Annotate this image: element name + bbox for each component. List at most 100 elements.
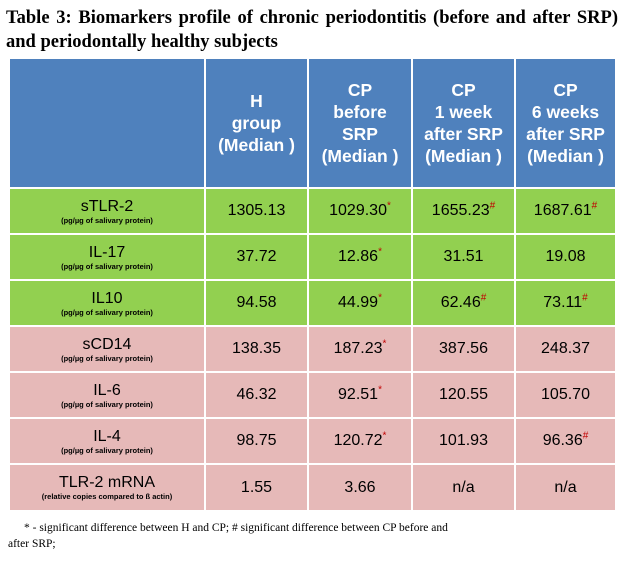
cell-value: 138.35	[232, 340, 281, 357]
value-cp-6weeks: 1687.61#	[514, 187, 617, 235]
value-cp-1week: 1655.23#	[411, 187, 516, 235]
significance-mark: *	[378, 292, 382, 304]
cell-value: (pg/µg of salivary protein)	[61, 399, 153, 409]
cell-value: 120.55	[439, 386, 488, 403]
cell-value: 73.11	[543, 294, 583, 311]
cell-value: (Median )	[527, 146, 604, 166]
cell-value: (pg/µg of salivary protein)	[61, 445, 153, 455]
value-cp-before: 1029.30*	[307, 187, 413, 235]
cell-value: 12.86	[338, 248, 379, 265]
significance-mark: *	[382, 430, 387, 442]
value-cp-1week: 62.46#	[411, 279, 516, 327]
significance-mark: #	[591, 200, 598, 212]
cell-value: (Median )	[425, 146, 502, 166]
cell-value: (pg/µg of salivary protein)	[61, 261, 153, 271]
cell-value: 1.55	[240, 478, 273, 496]
cell-value: (Median )	[218, 135, 295, 155]
cell-value: 105.70	[541, 386, 590, 403]
cell-value: H	[250, 91, 263, 111]
value-cp-1week: 101.93	[411, 417, 516, 465]
cell-value: CP	[451, 80, 476, 100]
footnote-line-1: * - significant difference between H and…	[24, 522, 448, 534]
value-h: 98.75	[204, 417, 309, 465]
cell-value: TLR-2 mRNA	[58, 474, 155, 491]
row-label: IL-6 (pg/µg of salivary protein)	[8, 371, 206, 419]
cell-value: (pg/µg of salivary protein)	[61, 353, 153, 363]
cell-value: IL-17	[88, 243, 126, 261]
cell-value: sCD14	[82, 335, 132, 353]
cell-value: 1687.61	[533, 202, 592, 219]
table-row-il4: IL-4 (pg/µg of salivary protein) 98.75 12…	[8, 417, 617, 465]
value-cp-6weeks: 73.11#	[514, 279, 617, 327]
cell-value: (pg/µg of salivary protein)	[61, 215, 153, 225]
significance-mark: *	[386, 200, 391, 212]
row-label: sTLR-2 (pg/µg of salivary protein)	[8, 187, 206, 235]
cell-value: 1029.30	[329, 202, 387, 219]
cell-value: 46.32	[236, 386, 277, 403]
value-h: 1305.13	[204, 187, 309, 235]
table-row-il17: IL-17 (pg/µg of salivary protein) 37.72 1…	[8, 233, 617, 281]
value-cp-6weeks: n/a	[514, 463, 617, 512]
significance-mark: *	[378, 246, 382, 258]
table-row-il6: IL-6 (pg/µg of salivary protein) 46.32 92…	[8, 371, 617, 419]
header-cp-6weeks: CP 6 weeks after SRP (Median )	[514, 57, 617, 189]
significance-mark: *	[378, 384, 382, 396]
cell-value: sTLR-2	[80, 197, 134, 215]
header-cp-1week: CP 1 week after SRP (Median )	[411, 57, 516, 189]
value-cp-before: 92.51*	[307, 371, 413, 419]
cell-value: after SRP	[526, 124, 605, 144]
table-row-tlr2-mrna: TLR-2 mRNA (relative copies compared to ß…	[8, 463, 617, 512]
cell-value: CP	[347, 80, 373, 100]
cell-value: IL10	[91, 289, 123, 307]
cell-value: after SRP	[424, 124, 503, 144]
value-cp-before: 12.86*	[307, 233, 413, 281]
value-cp-before: 187.23*	[307, 325, 413, 373]
table-row-scd14: sCD14 (pg/µg of salivary protein) 138.35 …	[8, 325, 617, 373]
cell-value: 31.51	[443, 248, 484, 265]
footnote-line-2: after SRP;	[8, 538, 56, 550]
table-footnote: * - significant difference between H and…	[8, 520, 584, 552]
cell-value: 120.72	[333, 432, 383, 449]
row-label: IL-4 (pg/µg of salivary protein)	[8, 417, 206, 465]
cell-value: n/a	[452, 478, 475, 496]
value-cp-6weeks: 19.08	[514, 233, 617, 281]
value-cp-before: 120.72*	[307, 417, 413, 465]
significance-mark: #	[582, 430, 589, 442]
cell-value: 94.58	[236, 294, 277, 311]
value-cp-1week: 31.51	[411, 233, 516, 281]
cell-value: CP	[553, 80, 578, 100]
cell-value: 19.08	[545, 248, 586, 265]
value-cp-6weeks: 248.37	[514, 325, 617, 373]
value-h: 1.55	[204, 463, 309, 512]
cell-value: 1305.13	[227, 202, 286, 219]
cell-value: IL-4	[93, 427, 121, 445]
cell-value: SRP	[342, 124, 378, 144]
cell-value: 37.72	[236, 248, 277, 265]
cell-value: group	[231, 113, 282, 133]
cell-value: 1655.23	[431, 202, 490, 219]
value-cp-before: 3.66	[307, 463, 413, 512]
cell-value: 96.36	[542, 432, 583, 449]
cell-value: 248.37	[541, 340, 590, 357]
cell-value: (Median )	[321, 146, 399, 166]
cell-value: 101.93	[439, 432, 488, 449]
value-cp-before: 44.99*	[307, 279, 413, 327]
significance-mark: #	[489, 200, 496, 212]
biomarker-table: H group (Median ) CP before SRP (Median …	[8, 57, 617, 512]
value-h: 94.58	[204, 279, 309, 327]
cell-value: n/a	[554, 478, 577, 496]
cell-value: 6 weeks	[531, 102, 600, 122]
significance-mark: *	[382, 338, 387, 350]
cell-value: (pg/µg of salivary protein)	[61, 307, 153, 317]
table-title: Table 3: Biomarkers profile of chronic p…	[6, 8, 618, 52]
value-h: 46.32	[204, 371, 309, 419]
cell-value: 44.99	[338, 294, 379, 311]
table-row-il10: IL10 (pg/µg of salivary protein) 94.58 44…	[8, 279, 617, 327]
cell-value: 187.23	[333, 340, 383, 357]
header-h-group: H group (Median )	[204, 57, 309, 189]
significance-mark: #	[582, 292, 588, 304]
row-label: sCD14 (pg/µg of salivary protein)	[8, 325, 206, 373]
cell-value: before	[333, 102, 387, 122]
row-label: IL-17 (pg/µg of salivary protein)	[8, 233, 206, 281]
value-cp-1week: 387.56	[411, 325, 516, 373]
